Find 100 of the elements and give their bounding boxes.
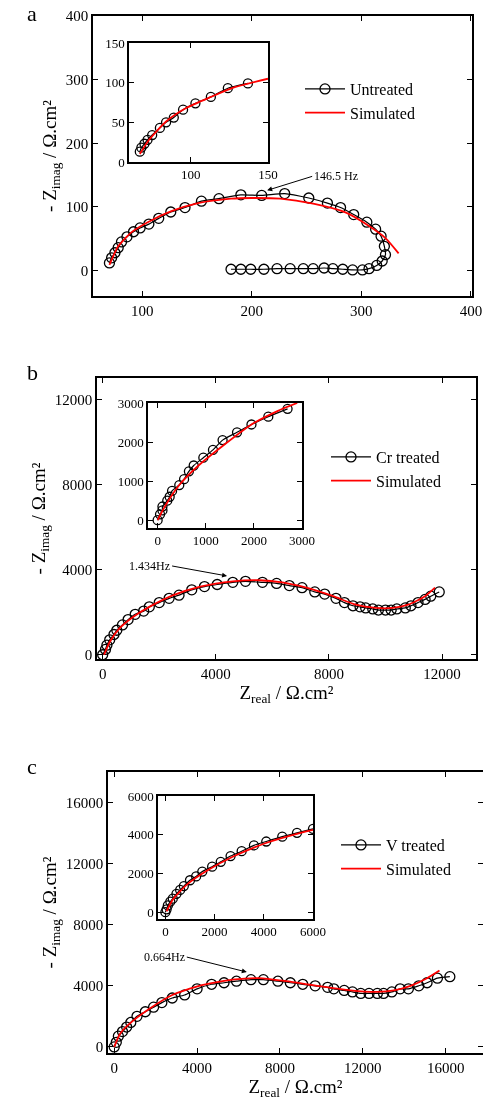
- point: [379, 248, 392, 261]
- point: [371, 987, 383, 1000]
- point: [272, 975, 284, 987]
- y-tick-label: 100: [105, 75, 125, 91]
- point: [318, 262, 330, 274]
- point: [112, 1030, 125, 1042]
- point: [166, 485, 178, 497]
- point: [108, 628, 120, 641]
- point: [348, 208, 360, 221]
- y-tick-label: 0: [137, 512, 144, 528]
- x-tick-label: 3000: [289, 533, 315, 549]
- y-tick-label: 12000: [65, 855, 104, 872]
- point: [321, 197, 334, 209]
- point: [173, 589, 185, 601]
- y-tick-label: 12000: [54, 391, 93, 408]
- point: [121, 231, 133, 243]
- point: [143, 218, 155, 230]
- legend-label: Simulated: [376, 472, 441, 490]
- point: [198, 452, 209, 463]
- point: [213, 192, 225, 205]
- point: [367, 603, 379, 615]
- legend-label: Untreated: [350, 81, 414, 99]
- annotation: 146.5 Hz: [314, 169, 358, 183]
- point: [168, 112, 179, 123]
- point: [283, 579, 295, 592]
- point: [183, 466, 195, 477]
- point: [225, 850, 236, 862]
- point: [97, 649, 109, 659]
- point: [138, 605, 150, 617]
- point: [217, 434, 228, 446]
- y-tick-label: 3000: [117, 395, 144, 411]
- x-tick-label: 4000: [200, 665, 231, 682]
- point: [270, 577, 283, 590]
- point: [139, 138, 150, 149]
- point: [153, 596, 165, 609]
- annotation: 0.664Hz: [144, 950, 185, 964]
- point: [363, 987, 375, 1000]
- point: [99, 643, 112, 656]
- point: [101, 639, 113, 651]
- point: [156, 996, 168, 1009]
- x-tick-label: 2000: [240, 533, 267, 549]
- chart-title: b: [27, 360, 38, 385]
- point: [125, 1016, 137, 1029]
- point: [178, 880, 189, 892]
- point: [195, 195, 208, 207]
- point: [190, 871, 202, 882]
- point: [363, 262, 375, 275]
- point: [184, 875, 196, 886]
- point: [116, 1025, 129, 1038]
- point: [147, 129, 158, 141]
- point: [334, 201, 347, 214]
- point: [198, 580, 211, 593]
- x-tick-label: 2000: [201, 924, 228, 940]
- y-tick-label: 4000: [73, 978, 104, 995]
- point: [236, 846, 247, 857]
- point: [245, 263, 257, 275]
- point: [394, 983, 406, 995]
- x-tick-label: 12000: [423, 665, 461, 682]
- point: [347, 600, 359, 612]
- point: [309, 980, 321, 992]
- point: [160, 117, 172, 128]
- legend-label: Simulated: [386, 860, 451, 878]
- point: [242, 78, 254, 89]
- x-tick-label: 16000: [426, 1059, 465, 1076]
- point: [103, 257, 116, 269]
- point: [122, 613, 134, 626]
- point: [386, 986, 398, 998]
- point: [174, 479, 185, 491]
- point: [139, 1006, 151, 1018]
- point: [134, 222, 146, 234]
- point: [337, 263, 349, 275]
- point: [152, 515, 163, 526]
- y-tick-label: 4000: [62, 561, 93, 578]
- chart-title: a: [27, 1, 37, 26]
- point: [371, 259, 383, 272]
- point: [205, 978, 218, 990]
- y-tick-label: 0: [118, 154, 125, 170]
- point: [235, 263, 247, 275]
- point: [112, 241, 124, 254]
- point: [307, 262, 319, 275]
- y-tick-label: 8000: [62, 476, 93, 493]
- point: [327, 262, 339, 275]
- x-tick-label: 1000: [192, 533, 219, 549]
- point: [385, 604, 397, 616]
- x-tick-label: 300: [350, 302, 373, 319]
- point: [413, 980, 425, 992]
- y-tick-label: 0: [80, 262, 89, 279]
- point: [235, 189, 247, 201]
- point: [319, 588, 331, 600]
- point: [131, 1010, 143, 1022]
- point: [356, 264, 369, 276]
- point: [239, 575, 252, 587]
- point: [355, 987, 367, 1000]
- point: [338, 596, 351, 609]
- point: [154, 509, 166, 520]
- point: [104, 634, 116, 646]
- point: [215, 856, 226, 868]
- point: [142, 134, 153, 145]
- point: [109, 247, 121, 259]
- y-tick-label: 0: [84, 646, 93, 663]
